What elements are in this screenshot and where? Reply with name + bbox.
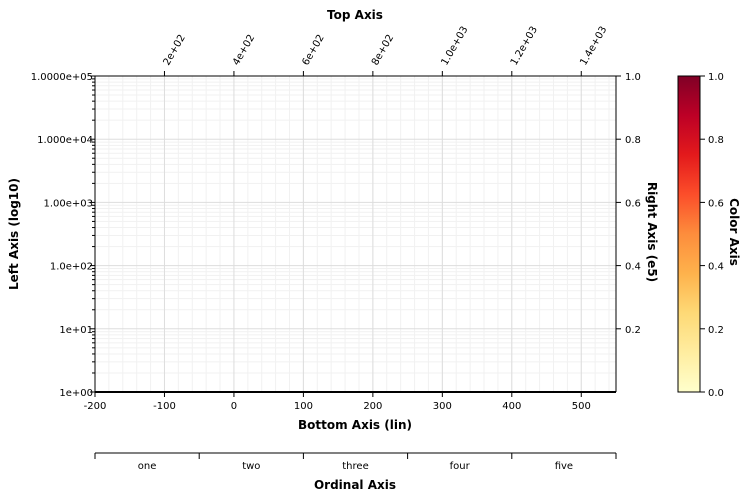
left-tick-label: 1.0000e+05 xyxy=(31,72,93,83)
bottom-tick-label: 200 xyxy=(363,401,382,412)
right-tick-label: 0.6 xyxy=(625,198,641,209)
bottom-tick-label: -100 xyxy=(153,401,176,412)
top-tick-label: 1.4e+03 xyxy=(578,25,609,68)
colorbar-gradient xyxy=(677,75,701,393)
ordinal-tick-label: two xyxy=(242,461,260,472)
right-tick-label: 1.0 xyxy=(625,72,641,83)
right-tick-label: 0.2 xyxy=(625,325,641,336)
bottom-tick-label: 300 xyxy=(433,401,452,412)
axes: -200 -100 0 100 200 300 400 500 2e+02 4e+02 6e+02 8… xyxy=(31,25,641,472)
plot-area xyxy=(95,76,616,392)
ordinal-tick-label: one xyxy=(138,461,157,472)
left-axis-title: Left Axis (log10) xyxy=(7,178,21,290)
top-tick-label: 1.0e+03 xyxy=(439,25,470,68)
left-tick-label: 1.0e+02 xyxy=(50,262,93,273)
top-tick-label: 2e+02 xyxy=(162,33,188,68)
top-tick-label: 1.2e+03 xyxy=(509,25,540,68)
top-tick-label: 6e+02 xyxy=(300,33,326,68)
ordinal-axis-title: Ordinal Axis xyxy=(314,478,396,492)
top-tick-label: 8e+02 xyxy=(370,33,396,68)
bottom-axis-title: Bottom Axis (lin) xyxy=(298,418,412,432)
left-tick-label: 1.000e+04 xyxy=(37,135,93,146)
colorbar-tick-label: 0.8 xyxy=(708,135,724,146)
ordinal-tick-label: five xyxy=(555,461,573,472)
ordinal-tick-label: four xyxy=(450,461,471,472)
colorbar-tick-label: 1.0 xyxy=(708,72,724,83)
bottom-tick-label: 400 xyxy=(502,401,521,412)
left-tick-label: 1e+01 xyxy=(59,325,93,336)
colorbar-tick-label: 0.0 xyxy=(708,388,724,399)
top-tick-label: 4e+02 xyxy=(231,33,257,68)
bottom-tick-label: 0 xyxy=(231,401,237,412)
colorbar-tick-label: 0.6 xyxy=(708,198,724,209)
right-tick-label: 0.8 xyxy=(625,135,641,146)
left-tick-label: 1.00e+03 xyxy=(43,198,93,209)
colorbar-tick-label: 0.4 xyxy=(708,262,724,273)
bottom-tick-label: 100 xyxy=(294,401,313,412)
ordinal-tick-label: three xyxy=(342,461,368,472)
bottom-tick-label: 500 xyxy=(572,401,591,412)
grid xyxy=(94,75,616,393)
left-tick-label: 1e+00 xyxy=(59,388,93,399)
colorbar: 0.0 0.2 0.4 0.6 0.8 1.0 xyxy=(677,72,724,399)
color-axis-title: Color Axis xyxy=(727,198,741,266)
right-axis-title: Right Axis (e5) xyxy=(645,182,659,282)
right-tick-label: 0.4 xyxy=(625,262,641,273)
top-axis-title: Top Axis xyxy=(327,8,383,22)
bottom-tick-label: -200 xyxy=(84,401,107,412)
colorbar-tick-label: 0.2 xyxy=(708,325,724,336)
